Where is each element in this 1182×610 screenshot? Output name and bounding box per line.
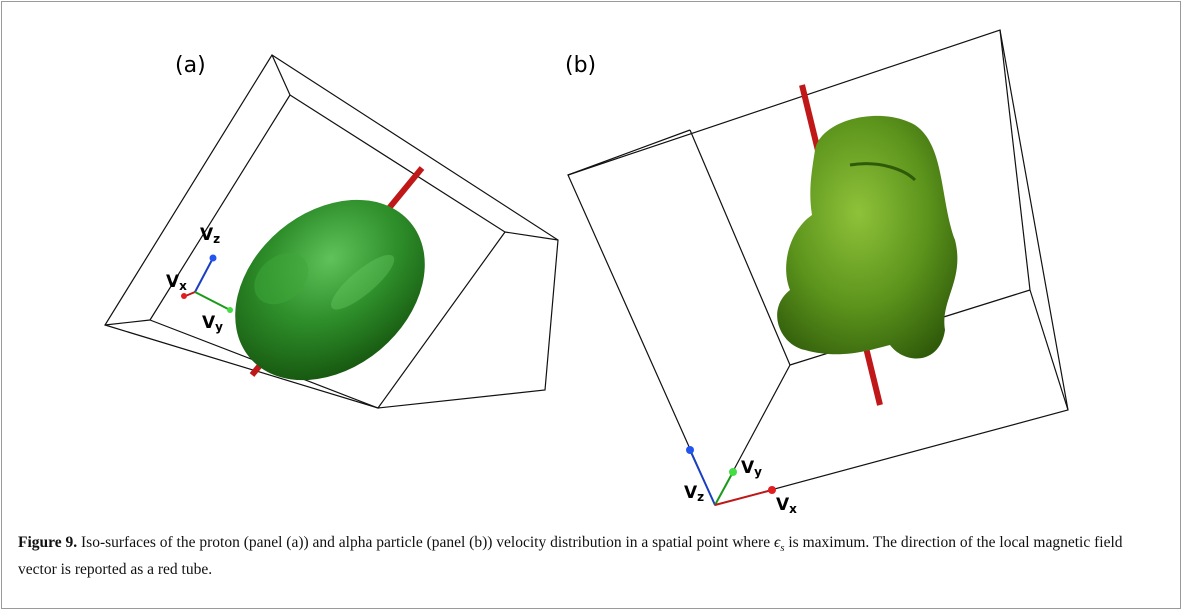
axis-label: Vy [202, 313, 223, 334]
box-edge [999, 29, 1031, 291]
caption-text: Iso-surfaces of the proton (panel (a)) a… [81, 534, 771, 551]
axis-z [194, 257, 214, 293]
axis-label: Vz [200, 225, 220, 246]
axis-label-base: V [776, 495, 790, 515]
caption-label: Figure 9. [18, 534, 78, 551]
box-inner [149, 94, 506, 409]
panel-a: (a) Vz Vx Vy [104, 53, 559, 409]
axis-label-base: V [202, 313, 216, 333]
axis-head [686, 446, 694, 454]
axis-x [714, 489, 773, 506]
axis-label-base: V [684, 483, 698, 503]
box-edge [271, 54, 291, 96]
panel-b: (b) Vz Vy Vx [565, 29, 1069, 516]
caption: Figure 9. Iso-surfaces of the proton (pa… [18, 532, 1158, 581]
box-edge [1029, 289, 1069, 411]
axis-head [729, 468, 737, 476]
axis-label-sub: x [789, 502, 797, 516]
axis-label-base: V [741, 458, 755, 478]
caption-text: is maximum. The direction of the local m… [18, 534, 1123, 579]
axis-head [181, 293, 187, 299]
axis-label-base: V [166, 272, 180, 292]
panel-label: (a) [175, 53, 206, 78]
figure: (a) Vz Vx Vy (b) Vz Vy Vx [104, 29, 1069, 516]
box-edge [689, 129, 791, 366]
axis-head [768, 486, 776, 494]
axis-label: Vz [684, 483, 704, 504]
axis-label-sub: y [215, 320, 223, 334]
surface-fold [849, 162, 917, 182]
axis-label: Vy [741, 458, 762, 479]
iso-surface [235, 199, 425, 381]
caption-math-sub: s [780, 542, 785, 555]
panel-label: (b) [565, 53, 596, 78]
box-edge [104, 319, 151, 326]
box-edge [504, 231, 559, 241]
axis-label: Vx [776, 495, 797, 516]
iso-surface [777, 115, 958, 359]
axis-y [714, 471, 734, 506]
axis-label-sub: z [213, 232, 220, 246]
box-outline [104, 54, 559, 409]
axis-z [689, 449, 716, 506]
axis-label-base: V [200, 225, 214, 245]
axis-head [209, 254, 217, 262]
box-edge [567, 129, 691, 176]
axis-label-sub: z [697, 490, 704, 504]
axis-head [227, 307, 233, 313]
caption-math: ϵ [773, 534, 781, 551]
axis-label-sub: y [754, 465, 762, 479]
axis-label: Vx [166, 272, 187, 293]
axis-label-sub: x [179, 279, 187, 293]
axis-y [194, 291, 231, 311]
